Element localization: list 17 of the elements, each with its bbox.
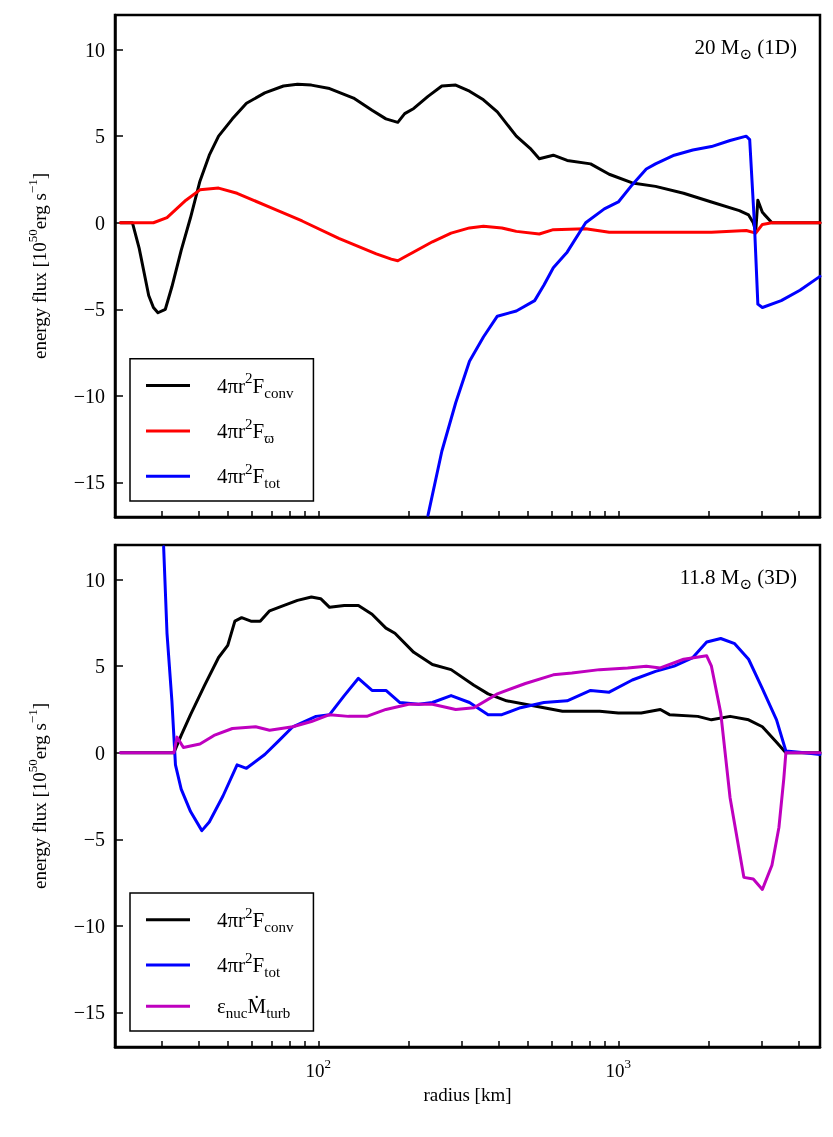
y-tick-label: −5 [83, 298, 105, 321]
y-axis-title: energy flux [1050erg s−1] [25, 173, 51, 360]
y-tick-label: 5 [95, 655, 105, 678]
y-tick-label: 5 [95, 125, 105, 148]
y-tick-label: −10 [73, 914, 105, 937]
y-tick-label: −15 [73, 1001, 105, 1024]
y-tick-label: −10 [73, 384, 105, 407]
y-tick-label: −15 [73, 471, 105, 494]
text: 11.8 M⊙ (3D) [679, 564, 798, 592]
y-tick-label: 10 [85, 568, 105, 591]
y-tick-label: −5 [83, 828, 105, 851]
text: 20 M⊙ (1D) [694, 34, 798, 62]
y-tick-label: 0 [95, 741, 105, 764]
y-tick-label: 10 [85, 38, 105, 61]
x-axis-title: radius [km] [423, 1084, 512, 1105]
y-axis-title: energy flux [1050erg s−1] [25, 703, 51, 890]
y-tick-label: 0 [95, 211, 105, 234]
